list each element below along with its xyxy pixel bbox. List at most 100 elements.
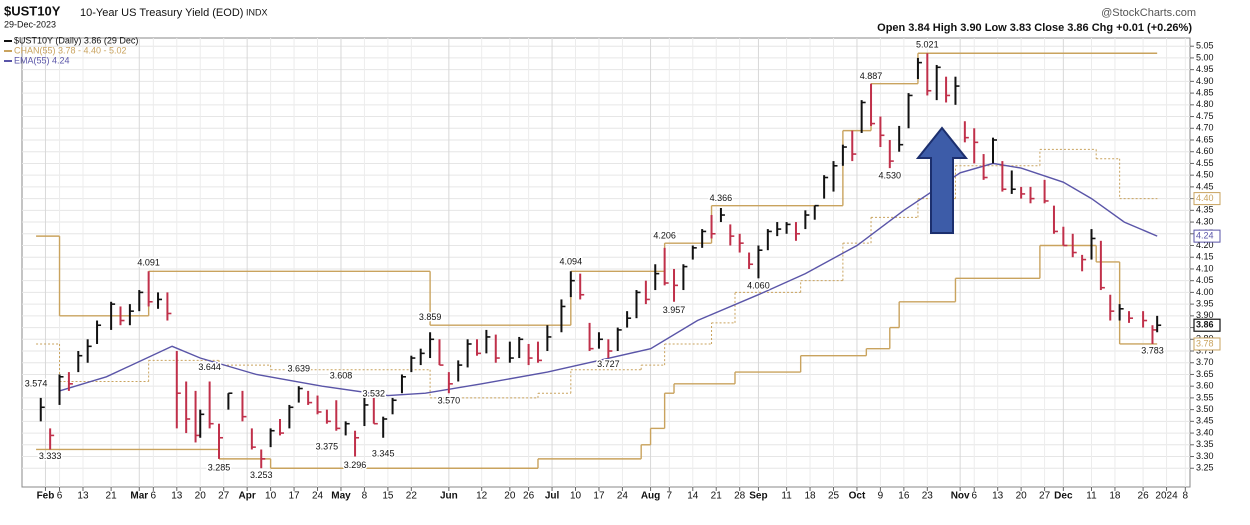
y-tick-label: 4.55 <box>1196 158 1214 168</box>
y-tick-label: 3.50 <box>1196 404 1214 414</box>
y-tick-label: 4.90 <box>1196 76 1214 86</box>
y-tick-label: 3.25 <box>1196 463 1214 473</box>
x-tick-label: 6 <box>151 491 157 502</box>
exchange: INDX <box>246 7 268 17</box>
x-tick-label: 13 <box>992 491 1004 502</box>
y-tick-label: 3.40 <box>1196 427 1214 437</box>
x-tick-label: 8 <box>362 491 368 502</box>
y-tick-label: 3.70 <box>1196 357 1214 367</box>
quote: Open 3.84 High 3.90 Low 3.83 Close 3.86 … <box>877 22 1192 34</box>
annotation: 3.957 <box>663 305 686 315</box>
y-tick-label: 3.90 <box>1196 310 1214 320</box>
annotation: 3.532 <box>363 388 386 398</box>
x-tick-label: 24 <box>617 491 629 502</box>
x-tick-label: 26 <box>523 491 535 502</box>
y-tick-label: 4.80 <box>1196 99 1214 109</box>
x-tick-label: 21 <box>106 491 118 502</box>
annotation: 3.727 <box>597 359 620 369</box>
plot-frame <box>21 37 1191 488</box>
y-tick-label: 4.05 <box>1196 275 1214 285</box>
annotation: 3.375 <box>316 441 339 451</box>
annotation: 3.574 <box>25 379 48 389</box>
y-tick-label: 4.65 <box>1196 134 1214 144</box>
x-tick-label: 6 <box>971 491 977 502</box>
legend-label: $UST10Y (Daily) 3.86 (29 Dec) <box>14 35 138 45</box>
x-tick-label: 9 <box>878 491 884 502</box>
y-tick-label: 3.30 <box>1196 451 1214 461</box>
y-tick-label: 4.85 <box>1196 87 1214 97</box>
x-tick-label: Aug <box>641 491 660 502</box>
y-tick-label: 4.30 <box>1196 216 1214 226</box>
x-tick-label: 28 <box>734 491 746 502</box>
x-tick-label: Feb <box>37 491 55 502</box>
ema-line <box>59 162 1158 397</box>
overlays <box>36 52 1158 469</box>
y-tick-label: 4.70 <box>1196 123 1214 133</box>
y-tick-label: 3.55 <box>1196 392 1214 402</box>
x-tick-label: 11 <box>781 491 792 502</box>
x-tick-label: 27 <box>218 491 230 502</box>
annotation: 3.608 <box>330 371 353 381</box>
source: @StockCharts.com <box>1101 7 1196 19</box>
x-tick-label: 24 <box>312 491 324 502</box>
y-tick-label: 4.20 <box>1196 240 1214 250</box>
x-tick-label: 27 <box>1039 491 1051 502</box>
y-tick-label: 3.45 <box>1196 416 1214 426</box>
y-tick-label: 4.50 <box>1196 170 1214 180</box>
end-label: 4.40 <box>1196 193 1214 203</box>
x-tick-label: 20 <box>195 491 207 502</box>
x-tick-label: Oct <box>849 491 866 502</box>
y-tick-label: 4.75 <box>1196 111 1214 121</box>
annotation: 3.296 <box>344 460 367 470</box>
annotation: 4.206 <box>653 230 676 240</box>
end-label-box <box>1193 318 1221 332</box>
x-tick-label: 12 <box>476 491 488 502</box>
y-tick-label: 3.35 <box>1196 439 1214 449</box>
y-tick-label: 4.45 <box>1196 181 1214 191</box>
y-tick-label: 4.10 <box>1196 263 1214 273</box>
annotation: 3.345 <box>372 448 395 458</box>
x-tick-label: 15 <box>382 491 394 502</box>
x-tick-label: 16 <box>898 491 910 502</box>
legend: $UST10Y (Daily) 3.86 (29 Dec)CHAN(55) 3.… <box>4 35 138 65</box>
annotation: 4.530 <box>879 171 902 181</box>
labels: 3.25 3.30 3.35 3.403.45 3.50 3.553.60 3.65 3.70… <box>23 38 1221 502</box>
y-tick-label: 3.65 <box>1196 369 1214 379</box>
date-label: 29-Dec-2023 <box>4 19 56 29</box>
x-tick-label: 2024 <box>1155 491 1178 502</box>
x-tick-label: 11 <box>1086 491 1097 502</box>
y-tick-label: 5.00 <box>1196 52 1214 62</box>
x-tick-label: Jul <box>545 491 560 502</box>
grid <box>22 38 1194 491</box>
x-tick-label: 20 <box>1016 491 1028 502</box>
x-tick-label: 8 <box>1183 491 1189 502</box>
x-tick-label: 21 <box>711 491 723 502</box>
x-tick-label: 13 <box>171 491 183 502</box>
price-bars <box>39 53 1162 469</box>
x-tick-label: 10 <box>265 491 277 502</box>
x-tick-label: Apr <box>239 491 256 502</box>
x-tick-label: 25 <box>828 491 840 502</box>
annotation: 3.644 <box>198 362 221 372</box>
legend-label: EMA(55) 4.24 <box>14 55 70 65</box>
annotation: 5.021 <box>916 39 939 49</box>
x-tick-label: Nov <box>951 491 970 502</box>
symbol: $UST10Y <box>4 3 61 18</box>
end-label-box <box>1193 229 1221 243</box>
end-label: 4.24 <box>1196 230 1214 240</box>
x-tick-label: 23 <box>922 491 934 502</box>
x-tick-label: 17 <box>289 491 301 502</box>
x-tick-label: 18 <box>804 491 816 502</box>
x-tick-label: 10 <box>570 491 582 502</box>
annotation: 4.366 <box>710 193 733 203</box>
annotation: 3.859 <box>419 312 442 322</box>
legend-label: CHAN(55) 3.78 - 4.40 - 5.02 <box>14 45 127 55</box>
up-arrow <box>915 126 969 234</box>
x-tick-label: Sep <box>749 491 767 502</box>
annotation: 3.253 <box>250 470 273 480</box>
annotation: 3.333 <box>39 451 62 461</box>
end-label-box <box>1193 337 1221 351</box>
y-tick-label: 4.95 <box>1196 64 1214 74</box>
x-tick-label: 17 <box>593 491 605 502</box>
